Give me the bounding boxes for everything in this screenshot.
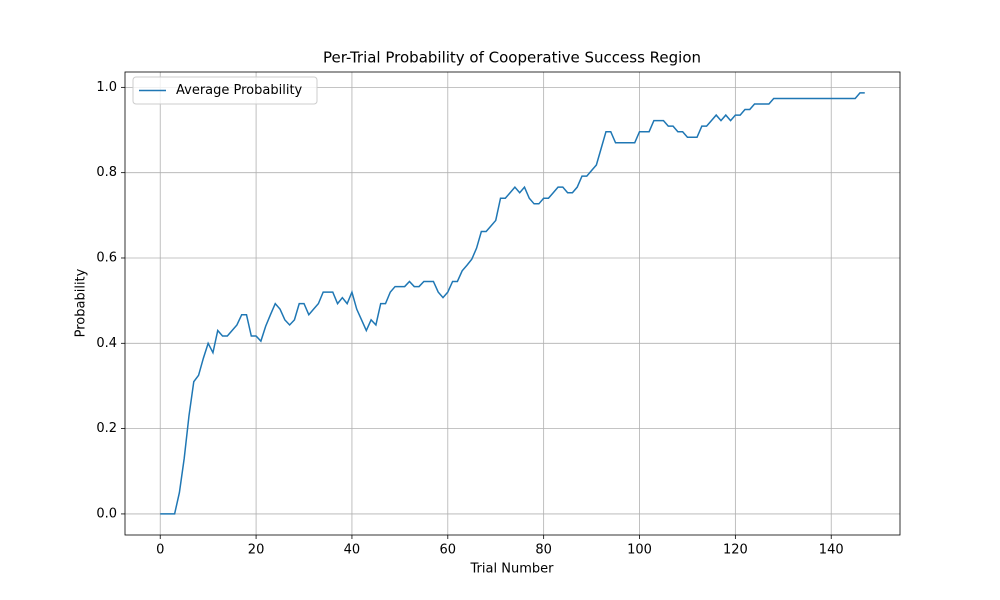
y-tick-label: 0.6 bbox=[96, 250, 117, 265]
chart-title: Per-Trial Probability of Cooperative Suc… bbox=[323, 49, 701, 67]
y-tick-label: 0.4 bbox=[96, 336, 117, 351]
legend-box bbox=[132, 76, 318, 105]
x-tick-label: 140 bbox=[819, 543, 844, 558]
y-tick-label: 0.0 bbox=[96, 506, 117, 521]
y-tick-label: 1.0 bbox=[96, 80, 117, 95]
x-tick-label: 80 bbox=[535, 543, 552, 558]
x-tick-label: 120 bbox=[723, 543, 748, 558]
y-tick-label: 0.8 bbox=[96, 165, 117, 180]
y-tick-label: 0.2 bbox=[96, 421, 117, 436]
y-axis-label: Probability bbox=[74, 268, 89, 337]
x-tick-label: 100 bbox=[627, 543, 652, 558]
x-tick-label: 20 bbox=[248, 543, 265, 558]
x-tick-label: 60 bbox=[440, 543, 457, 558]
x-axis-label: Trial Number bbox=[470, 562, 555, 577]
x-tick-label: 40 bbox=[344, 543, 361, 558]
data-line bbox=[160, 92, 865, 515]
x-tick-label: 0 bbox=[156, 543, 164, 558]
legend-label: Average Probability bbox=[176, 83, 303, 98]
plot-frame bbox=[124, 71, 901, 536]
